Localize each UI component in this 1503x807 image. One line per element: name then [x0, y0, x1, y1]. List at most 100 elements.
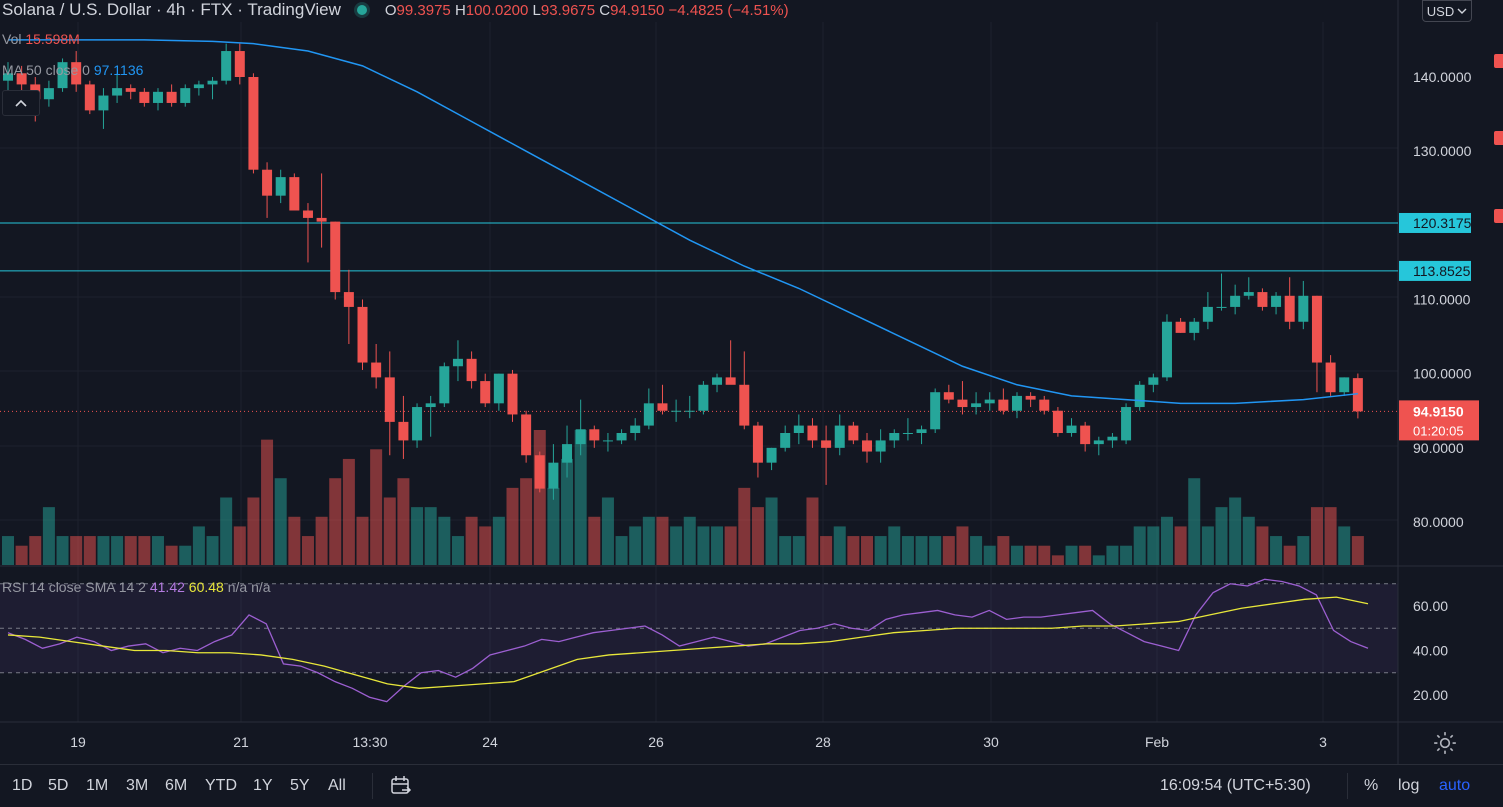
auto-scale-toggle[interactable]: auto	[1439, 777, 1471, 794]
candle-up	[452, 358, 463, 367]
candle-up	[684, 410, 695, 412]
volume-bar	[711, 526, 724, 565]
time-tick-label: 19	[70, 734, 86, 750]
percent-scale-toggle[interactable]: %	[1364, 777, 1379, 794]
symbol-title[interactable]: Solana / U.S. Dollar · 4h · FTX · Tradin…	[2, 0, 341, 19]
candle-down	[357, 306, 368, 363]
timeframe-ytd[interactable]: YTD	[205, 777, 237, 794]
timeframe-5y[interactable]: 5Y	[290, 777, 310, 794]
candle-up	[1298, 295, 1309, 322]
volume-bar	[1351, 536, 1364, 565]
candle-up	[1161, 321, 1172, 378]
volume-bar	[15, 545, 28, 565]
log-scale-toggle[interactable]: log	[1398, 777, 1420, 794]
candle-countdown-label: 01:20:05	[1413, 423, 1464, 438]
alert-marker[interactable]	[1494, 209, 1503, 223]
volume-bar	[915, 536, 928, 565]
toolbar-divider	[1347, 773, 1348, 799]
rsi-legend[interactable]: RSI 14 close SMA 14 2 41.42 60.48 n/a n/…	[2, 579, 271, 595]
rsi-tick-label: 40.00	[1413, 643, 1448, 659]
candle-down	[71, 62, 82, 85]
candle-down	[657, 403, 668, 411]
settings-gear-icon[interactable]	[1432, 730, 1458, 756]
candle-down	[343, 292, 354, 307]
volume-bar	[138, 536, 151, 565]
candle-up	[425, 403, 436, 408]
candle-up	[698, 384, 709, 411]
bottom-toolbar: 1D 5D 1M 3M 6M YTD 1Y 5Y All 16:09:54 (U…	[0, 764, 1503, 807]
candle-down	[139, 91, 150, 103]
candle-up	[602, 440, 613, 442]
candle-down	[234, 51, 245, 77]
volume-bar	[861, 536, 874, 565]
candle-down	[330, 221, 341, 293]
candle-up	[1271, 295, 1282, 307]
candle-down	[1311, 295, 1322, 363]
clock-timezone[interactable]: 16:09:54 (UTC+5:30)	[1160, 777, 1311, 794]
alert-marker[interactable]	[1494, 54, 1503, 68]
candle-down	[521, 414, 532, 456]
candle-up	[984, 399, 995, 404]
low-value: 93.9675	[540, 1, 596, 19]
candle-up	[643, 403, 654, 426]
candle-up	[3, 73, 13, 81]
time-tick-label: 21	[233, 734, 249, 750]
volume-bar	[151, 536, 164, 565]
volume-bar	[970, 536, 983, 565]
chart-canvas[interactable]: 140.0000 130.0000 110.0000 100.0000 90.0000 8…	[0, 0, 1503, 764]
candle-up	[1107, 436, 1118, 441]
timeframe-1y[interactable]: 1Y	[253, 777, 273, 794]
candle-up	[834, 425, 845, 448]
volume-bar	[42, 507, 55, 565]
open-value: 99.3975	[396, 1, 451, 19]
alert-marker[interactable]	[1494, 131, 1503, 145]
rsi-sma-line	[7, 596, 1369, 689]
timeframe-3m[interactable]: 3M	[126, 777, 149, 794]
volume-bar	[1201, 526, 1214, 565]
volume-bar	[642, 516, 655, 565]
ma-value: 97.1136	[93, 62, 144, 78]
timeframe-6m[interactable]: 6M	[165, 777, 188, 794]
candle-up	[207, 80, 218, 85]
volume-bar	[833, 526, 846, 565]
ma50-line	[8, 39, 1358, 405]
candle-up	[671, 410, 682, 412]
candle-down	[534, 455, 545, 489]
volume-bar	[397, 478, 410, 565]
candle-down	[1257, 292, 1268, 307]
price-tick-label: 140.0000	[1413, 69, 1472, 85]
volume-bar	[2, 536, 14, 565]
ma-legend[interactable]: MA 50 close 0 97.1136	[2, 62, 144, 78]
volume-bar	[724, 526, 737, 565]
candle-up	[1230, 295, 1241, 307]
volume-legend[interactable]: Vol 15.598M	[2, 31, 80, 47]
toolbar-divider	[372, 773, 373, 799]
time-tick-label: 30	[983, 734, 999, 750]
volume-bar	[274, 478, 287, 565]
volume-bar	[192, 526, 205, 565]
time-tick-label: 3	[1319, 734, 1327, 750]
volume-bar	[261, 439, 274, 565]
currency-selector[interactable]: USD	[1422, 0, 1472, 22]
volume-bar	[1229, 497, 1242, 565]
candle-up	[439, 366, 450, 404]
volume-bar	[288, 516, 301, 565]
timeframe-1m[interactable]: 1M	[86, 777, 109, 794]
candle-down	[398, 421, 409, 441]
calendar-range-icon[interactable]	[388, 773, 414, 799]
rsi-sma-value: 60.48	[188, 579, 224, 595]
candle-down	[384, 377, 395, 422]
candle-down	[943, 392, 954, 400]
timeframe-1d[interactable]: 1D	[12, 777, 33, 794]
candle-down	[302, 210, 313, 218]
level-price-label: 120.3175	[1413, 215, 1472, 231]
collapse-legend-button[interactable]	[2, 90, 40, 116]
candle-up	[902, 433, 913, 434]
candle-down	[289, 177, 300, 211]
timeframe-all[interactable]: All	[328, 777, 346, 794]
volume-bar	[574, 430, 587, 565]
candle-down	[84, 84, 95, 111]
volume-bar	[479, 526, 492, 565]
ohlc-readout: O99.3975 H100.0200 L93.9675 C94.9150 −4.…	[384, 1, 789, 19]
timeframe-5d[interactable]: 5D	[48, 777, 69, 794]
